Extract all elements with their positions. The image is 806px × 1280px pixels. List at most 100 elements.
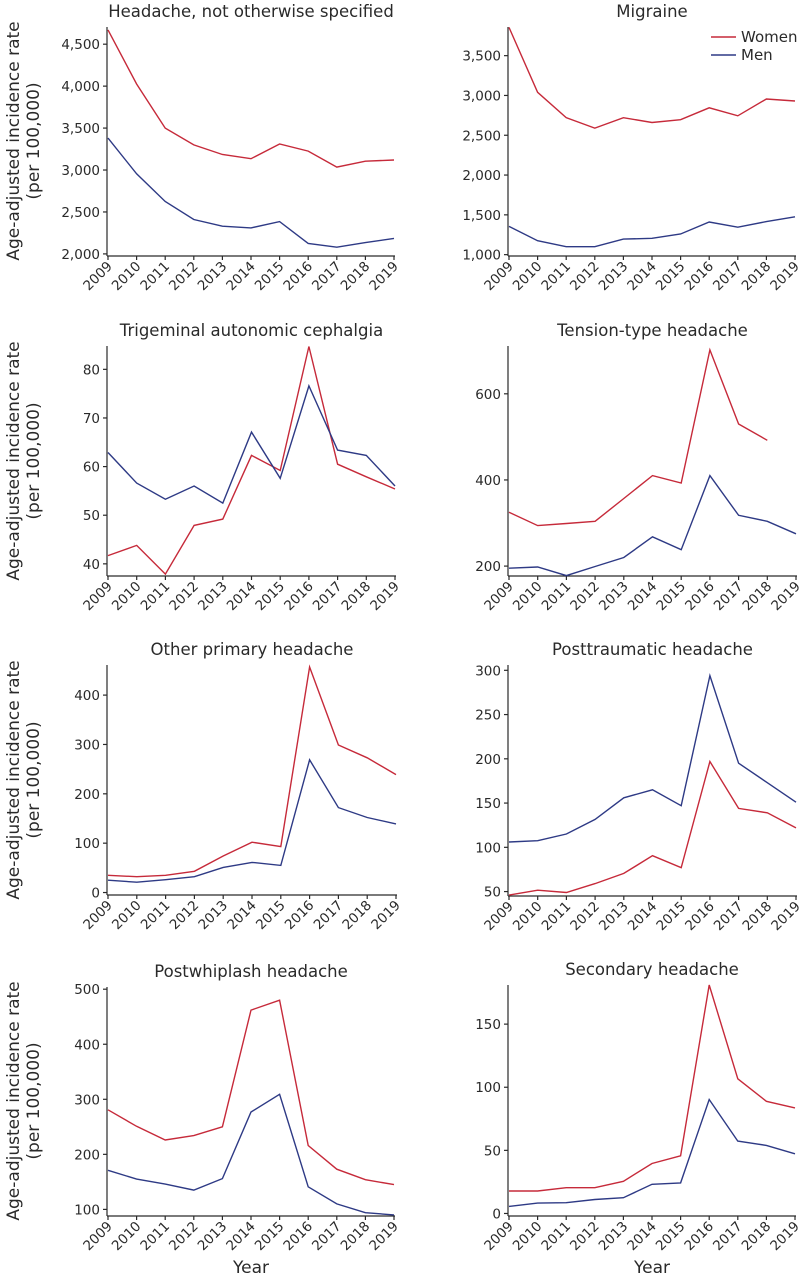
series-line-women <box>107 346 396 576</box>
series-line-men <box>107 383 396 505</box>
x-tick-label: 2019 <box>367 579 403 615</box>
x-tick-label: 2019 <box>368 898 404 934</box>
y-tick-label: 3,000 <box>462 88 501 104</box>
x-tick-label: 2010 <box>109 1219 145 1255</box>
y-tick-label: 200 <box>475 752 501 768</box>
series-line-men <box>107 758 397 883</box>
x-tick-label: 2010 <box>510 259 546 295</box>
x-tick-label: 2015 <box>653 899 689 935</box>
series-line-women <box>107 29 395 168</box>
series-line-women <box>107 999 395 1186</box>
x-tick-label: 2019 <box>768 899 804 935</box>
y-axis-title-line2: (per 100,000) <box>24 402 44 519</box>
x-tick-label: 2018 <box>338 259 374 295</box>
y-axis-title-line2: (per 100,000) <box>24 82 44 199</box>
x-tick-label: 2016 <box>281 579 317 615</box>
y-tick-label: 400 <box>475 473 501 489</box>
y-tick-label: 0 <box>91 886 100 902</box>
panel-title: Migraine <box>616 2 687 21</box>
x-tick-label: 2015 <box>252 259 288 295</box>
legend-label-men: Men <box>741 46 773 64</box>
x-tick-label: 2011 <box>138 898 174 934</box>
x-tick-label: 2012 <box>166 579 202 615</box>
series-line-men <box>508 216 796 248</box>
y-tick-label: 400 <box>74 1037 100 1053</box>
x-tick-label: 2014 <box>223 259 259 295</box>
series-line-women <box>508 27 796 129</box>
y-axis-title-line2: (per 100,000) <box>24 1042 44 1159</box>
y-tick-label: 300 <box>74 1092 100 1108</box>
y-tick-label: 150 <box>475 1017 501 1033</box>
x-tick-label: 2017 <box>310 579 346 615</box>
y-tick-label: 300 <box>74 737 100 753</box>
y-axis-title-line1: Age-adjusted incidence rate <box>4 341 24 580</box>
x-tick-label: 2010 <box>510 579 546 615</box>
y-axis-title-row-4: Age-adjusted incidence rate (per 100,000… <box>4 981 44 1220</box>
y-axis-title-row-1: Age-adjusted incidence rate (per 100,000… <box>4 21 44 260</box>
x-tick-label: 2012 <box>166 259 202 295</box>
series-line-men <box>508 474 797 577</box>
y-tick-label: 200 <box>74 1147 100 1163</box>
y-tick-label: 100 <box>475 1080 501 1096</box>
y-tick-label: 3,500 <box>61 121 100 137</box>
series-line-women <box>107 664 397 878</box>
x-tick-label: 2014 <box>625 899 661 935</box>
x-tick-label: 2013 <box>195 259 231 295</box>
x-tick-label: 2012 <box>166 1219 202 1255</box>
x-tick-label: 2015 <box>653 1219 689 1255</box>
series-line-women <box>508 347 768 527</box>
y-tick-label: 1,500 <box>462 208 501 224</box>
x-tick-label: 2017 <box>311 898 347 934</box>
x-tick-label: 2009 <box>80 898 116 934</box>
y-tick-label: 600 <box>475 387 501 403</box>
y-tick-label: 1,000 <box>462 248 501 264</box>
panel-title: Other primary headache <box>151 640 354 659</box>
x-tick-label: 2010 <box>510 899 546 935</box>
x-tick-label: 2014 <box>223 1219 259 1255</box>
series-line-women <box>509 984 796 1192</box>
x-tick-label: 2011 <box>538 259 574 295</box>
y-tick-label: 0 <box>492 1206 501 1222</box>
x-tick-label: 2018 <box>739 259 775 295</box>
x-tick-label: 2013 <box>596 259 632 295</box>
x-tick-label: 2013 <box>195 1219 231 1255</box>
x-tick-label: 2011 <box>538 1219 574 1255</box>
panel-title: Postwhiplash headache <box>154 962 348 981</box>
x-tick-label: 2013 <box>596 1219 632 1255</box>
y-tick-label: 400 <box>74 688 100 704</box>
x-axis-title-right: Year <box>633 1258 670 1278</box>
x-tick-label: 2017 <box>711 899 747 935</box>
y-tick-label: 2,500 <box>462 128 501 144</box>
x-tick-label: 2009 <box>481 259 517 295</box>
panel-title: Headache, not otherwise specified <box>108 2 394 21</box>
y-tick-label: 100 <box>475 840 501 856</box>
y-axis-title-line1: Age-adjusted incidence rate <box>4 660 24 899</box>
y-tick-label: 500 <box>74 982 100 998</box>
x-tick-label: 2013 <box>596 579 632 615</box>
y-tick-label: 2,500 <box>61 205 100 221</box>
x-tick-label: 2018 <box>740 579 776 615</box>
y-axis-title-line2: (per 100,000) <box>24 721 44 838</box>
x-axis-title-left: Year <box>232 1258 269 1278</box>
series-line-women <box>508 759 797 896</box>
y-axis-title-line1: Age-adjusted incidence rate <box>4 21 24 260</box>
x-tick-label: 2018 <box>339 898 375 934</box>
x-tick-label: 2017 <box>710 259 746 295</box>
chart-panels: Headache, not otherwise specified 2,000 2,… <box>61 2 803 1254</box>
panel-3: Trigeminal autonomic cephalgia 40 50 60 70 80… <box>80 321 403 614</box>
y-tick-label: 4,000 <box>61 79 100 95</box>
x-tick-label: 2016 <box>681 259 717 295</box>
y-tick-label: 70 <box>83 411 100 427</box>
series-line-men <box>107 1093 395 1216</box>
x-tick-label: 2009 <box>481 1219 517 1255</box>
x-tick-label: 2009 <box>80 579 116 615</box>
x-tick-label: 2010 <box>109 579 145 615</box>
y-tick-label: 3,500 <box>462 49 501 65</box>
y-tick-label: 2,000 <box>462 168 501 184</box>
x-tick-label: 2009 <box>80 259 116 295</box>
x-tick-label: 2015 <box>252 1219 288 1255</box>
x-tick-label: 2010 <box>510 1219 546 1255</box>
series-line-men <box>107 137 395 248</box>
x-tick-label: 2009 <box>80 1219 116 1255</box>
y-tick-label: 200 <box>475 559 501 575</box>
